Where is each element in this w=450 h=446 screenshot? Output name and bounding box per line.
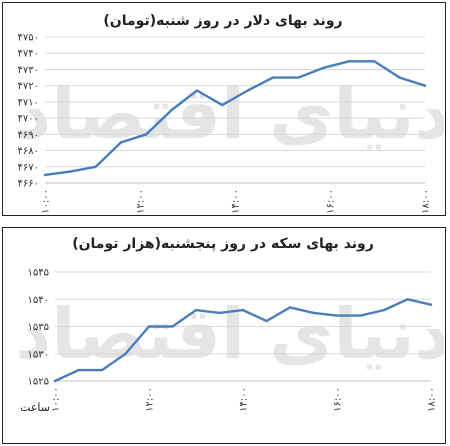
coin-y-tick-label: ۱۵۳۰ — [28, 349, 49, 360]
coin-data-point — [218, 311, 221, 315]
dollar-y-tick-label: ۴۷۳۰ — [18, 65, 39, 76]
dollar-y-tick-label: ۴۷۴۰ — [18, 49, 39, 60]
coin-data-point — [241, 308, 245, 312]
dollar-data-point — [145, 133, 148, 136]
coin-data-point — [406, 298, 409, 301]
coin-data-point — [194, 308, 198, 312]
coin-data-point — [124, 352, 127, 355]
coin-x-tick-label: ۱۴:۰۰ — [239, 387, 250, 412]
dollar-data-point — [43, 173, 47, 177]
dollar-data-point — [69, 170, 72, 173]
coin-data-point — [359, 314, 362, 317]
dollar-x-tick-label: ۱۲:۰۰ — [136, 189, 147, 214]
coin-data-point — [312, 311, 315, 315]
coin-chart-title: روند بهای سکه در روز پنجشنبه(هزار تومان) — [72, 236, 374, 252]
dollar-y-tick-label: ۴۷۰۰ — [18, 114, 39, 125]
coin-y-tick-label: ۱۵۳۵ — [28, 322, 49, 333]
dollar-y-tick-label: ۴۶۶۰ — [18, 179, 39, 190]
coin-y-tick-label: ۱۵۴۵ — [28, 268, 49, 279]
dollar-series-line — [43, 60, 427, 177]
coin-data-point — [100, 368, 104, 372]
dollar-y-tick-label: ۴۶۸۰ — [18, 146, 39, 157]
dollar-y-tick-label: ۴۶۹۰ — [18, 130, 39, 141]
dollar-y-tick-label: ۴۷۵۰ — [18, 33, 39, 44]
dollar-y-tick-label: ۴۷۲۰ — [18, 81, 39, 92]
coin-data-point — [382, 308, 386, 312]
dollar-data-point — [170, 108, 173, 112]
coin-plot-area: ۱۵۲۵ ۱۵۳۰ ۱۵۳۵ ۱۵۴۰ ۱۵۴۵ ۱۰:۰۰ ۱۲:۰۰ ۱۴:۰۰ ۱۶:۰۰… — [28, 268, 438, 412]
coin-data-point — [171, 325, 174, 328]
watermark: دنیای اقتصاد — [15, 293, 444, 375]
coin-x-tick-label: ۱۰:۰۰ — [51, 387, 62, 412]
dollar-data-point — [347, 60, 351, 63]
dollar-y-tick-label: ۴۷۱۰ — [18, 97, 39, 108]
coin-data-point — [53, 379, 57, 383]
coin-data-point — [429, 303, 433, 306]
dollar-data-point — [221, 103, 224, 107]
coin-chart-panel: روند بهای سکه در روز پنجشنبه(هزار تومان)… — [2, 227, 446, 444]
dollar-chart-panel: روند بهای دلار در روز شنبه(تومان) دنیای … — [2, 2, 446, 216]
watermark: دنیای اقتصاد — [15, 73, 444, 155]
dollar-data-point — [246, 89, 249, 92]
coin-y-tick-label: ۱۵۴۰ — [28, 295, 49, 306]
coin-data-point — [265, 319, 268, 323]
coin-y-tick-label: ۱۵۲۵ — [28, 377, 49, 388]
coin-data-point — [77, 368, 80, 372]
dollar-chart: روند بهای دلار در روز شنبه(تومان) دنیای … — [15, 13, 444, 214]
coin-data-point — [288, 306, 292, 309]
coin-x-axis-label: ساعت — [20, 401, 50, 414]
dollar-data-point — [322, 66, 325, 70]
dollar-data-point — [94, 165, 97, 168]
coin-x-tick-label: ۱۸:۰۰ — [427, 387, 438, 412]
dollar-y-tick-label: ۴۶۷۰ — [18, 162, 39, 173]
dollar-x-tick-label: ۱۸:۰۰ — [421, 189, 432, 214]
dollar-data-point — [398, 76, 401, 79]
coin-x-tick-label: ۱۲:۰۰ — [145, 387, 156, 412]
dollar-data-point — [297, 76, 300, 79]
dollar-x-tick-label: ۱۴:۰۰ — [231, 189, 242, 214]
dollar-plot-area: ۴۶۶۰ ۴۶۷۰ ۴۶۸۰ ۴۶۹۰ ۴۷۰۰ ۴۷۱۰ ۴۷۲۰ ۴۷۳۰ ۴۷۴۰ ۴۷۵۰… — [18, 33, 432, 214]
dollar-x-tick-label: ۱۶:۰۰ — [326, 189, 337, 214]
dollar-chart-title: روند بهای دلار در روز شنبه(تومان) — [103, 13, 342, 29]
dollar-data-point — [423, 84, 427, 87]
dollar-data-point — [195, 89, 199, 92]
coin-data-point — [335, 314, 339, 317]
dollar-data-point — [119, 141, 123, 144]
coin-data-point — [147, 325, 151, 328]
coin-chart: روند بهای سکه در روز پنجشنبه(هزار تومان)… — [15, 236, 444, 414]
coin-x-tick-label: ۱۶:۰۰ — [333, 387, 344, 412]
dollar-data-point — [271, 76, 275, 79]
dollar-x-tick-label: ۱۰:۰۰ — [41, 189, 52, 214]
dollar-data-point — [373, 60, 376, 63]
